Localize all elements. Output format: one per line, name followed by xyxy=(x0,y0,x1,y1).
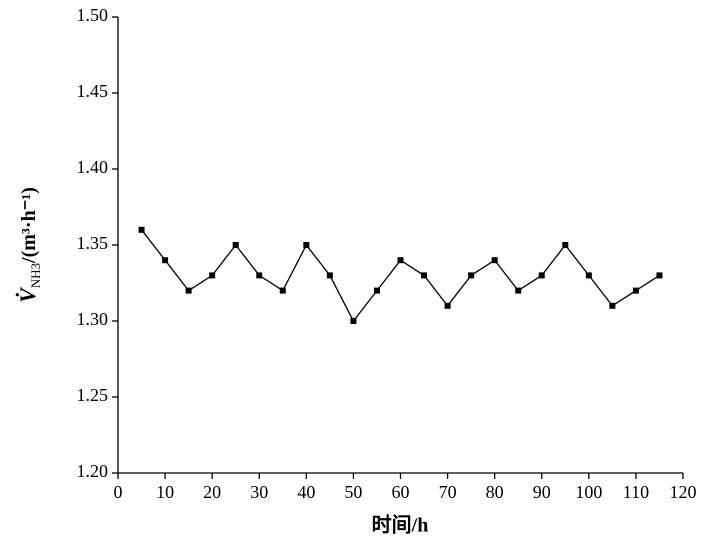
y-label-symbol: V̇ xyxy=(15,286,40,303)
point-marker xyxy=(256,272,263,279)
x-tick-label: 80 xyxy=(486,482,504,502)
point-marker xyxy=(232,242,239,248)
point-marker xyxy=(562,242,569,248)
x-axis-label: 时间/h xyxy=(372,514,429,537)
x-tick-label: 20 xyxy=(203,482,221,502)
point-marker xyxy=(656,272,663,279)
point-marker xyxy=(421,272,428,279)
point-marker xyxy=(162,257,169,264)
y-tick-label: 1.35 xyxy=(77,233,109,253)
point-marker xyxy=(468,272,475,279)
x-tick-label: 10 xyxy=(156,482,174,502)
point-marker xyxy=(185,287,192,294)
x-tick-label: 120 xyxy=(670,482,697,502)
x-tick-label: 90 xyxy=(533,482,551,502)
y-tick-label: 1.30 xyxy=(77,309,109,329)
x-tick-label: 110 xyxy=(623,482,649,502)
point-marker xyxy=(373,287,380,294)
point-marker xyxy=(303,242,310,248)
x-tick-label: 50 xyxy=(344,482,362,502)
y-tick-label: 1.50 xyxy=(77,5,109,25)
y-tick-label: 1.20 xyxy=(77,461,109,481)
point-marker xyxy=(279,287,286,294)
x-tick-label: 40 xyxy=(297,482,315,502)
y-tick-label: 1.45 xyxy=(77,81,109,101)
y-tick-label: 1.40 xyxy=(77,157,109,177)
x-tick-label: 100 xyxy=(575,482,602,502)
y-label-subscript: NH3 xyxy=(28,263,43,288)
point-marker xyxy=(585,272,592,279)
y-tick-label: 1.25 xyxy=(77,385,109,405)
point-marker xyxy=(326,272,333,279)
y-label-unit: /(m³·h⁻¹) xyxy=(18,187,40,264)
point-marker xyxy=(609,302,616,309)
point-marker xyxy=(632,287,639,294)
point-marker xyxy=(491,257,498,264)
x-tick-label: 30 xyxy=(250,482,268,502)
x-tick-label: 0 xyxy=(114,482,123,502)
point-marker xyxy=(397,257,404,264)
x-tick-label: 70 xyxy=(439,482,457,502)
y-axis-label: V̇NH3/(m³·h⁻¹) xyxy=(15,187,43,303)
point-marker xyxy=(350,318,357,324)
point-marker xyxy=(138,226,145,233)
x-tick-label: 60 xyxy=(392,482,410,502)
point-marker xyxy=(538,272,545,279)
point-marker xyxy=(515,287,522,294)
series-line xyxy=(141,229,660,323)
point-marker xyxy=(209,272,216,279)
point-marker xyxy=(444,302,451,309)
